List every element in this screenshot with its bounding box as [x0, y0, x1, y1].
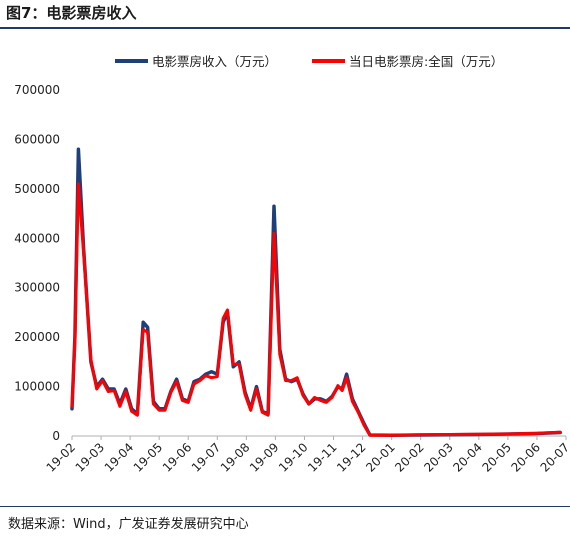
- series-layer: [70, 147, 562, 438]
- x-tick-label: 19-12: [334, 440, 369, 475]
- chart-legend: 电影票房收入（万元） 当日电影票房:全国（万元）: [115, 54, 503, 69]
- legend-label-series-1: 电影票房收入（万元）: [152, 54, 277, 69]
- x-tick-label: 19-11: [305, 440, 340, 475]
- title-divider: [0, 27, 570, 29]
- y-tick-label: 500000: [14, 182, 60, 196]
- y-tick-label: 200000: [14, 330, 60, 344]
- x-tick-label: 19-07: [189, 440, 224, 475]
- x-tick-label: 20-07: [538, 440, 570, 475]
- x-tick-label: 20-01: [363, 440, 398, 475]
- x-tick-label: 19-05: [131, 440, 166, 475]
- footer-divider: [0, 506, 570, 507]
- x-tick-label: 19-06: [160, 440, 195, 475]
- x-tick-label: 19-10: [276, 440, 311, 475]
- x-tick-label: 19-08: [218, 440, 253, 475]
- x-tick-label: 19-04: [102, 440, 137, 475]
- y-tick-label: 100000: [14, 380, 60, 394]
- y-tick-label: 0: [52, 429, 60, 443]
- x-tick-label: 20-03: [421, 440, 456, 475]
- line-chart: 电影票房收入（万元） 当日电影票房:全国（万元） 0 100000 200000 30…: [14, 54, 570, 475]
- x-tick-label: 20-05: [479, 440, 514, 475]
- y-tick-label: 600000: [14, 132, 60, 146]
- y-tick-label: 300000: [14, 281, 60, 295]
- figure-title: 图7：电影票房收入: [6, 4, 137, 22]
- y-tick-label: 700000: [14, 83, 60, 97]
- x-axis: 19-0219-0319-0419-0519-0619-0719-0819-09…: [44, 435, 570, 475]
- x-tick-label: 19-02: [44, 440, 79, 475]
- x-tick-label: 20-04: [450, 440, 485, 475]
- series-line-1: [70, 147, 562, 438]
- x-tick-label: 20-02: [392, 440, 427, 475]
- x-tick-label: 20-06: [509, 440, 544, 475]
- y-tick-label: 400000: [14, 231, 60, 245]
- source-note: 数据来源：Wind，广发证券发展研究中心: [8, 517, 249, 532]
- series-line-2: [70, 182, 562, 437]
- y-axis: 0 100000 200000 300000 400000 500000 600000 700…: [14, 83, 60, 443]
- legend-label-series-2: 当日电影票房:全国（万元）: [349, 54, 503, 69]
- x-tick-label: 19-09: [247, 440, 282, 475]
- x-tick-label: 19-03: [73, 440, 108, 475]
